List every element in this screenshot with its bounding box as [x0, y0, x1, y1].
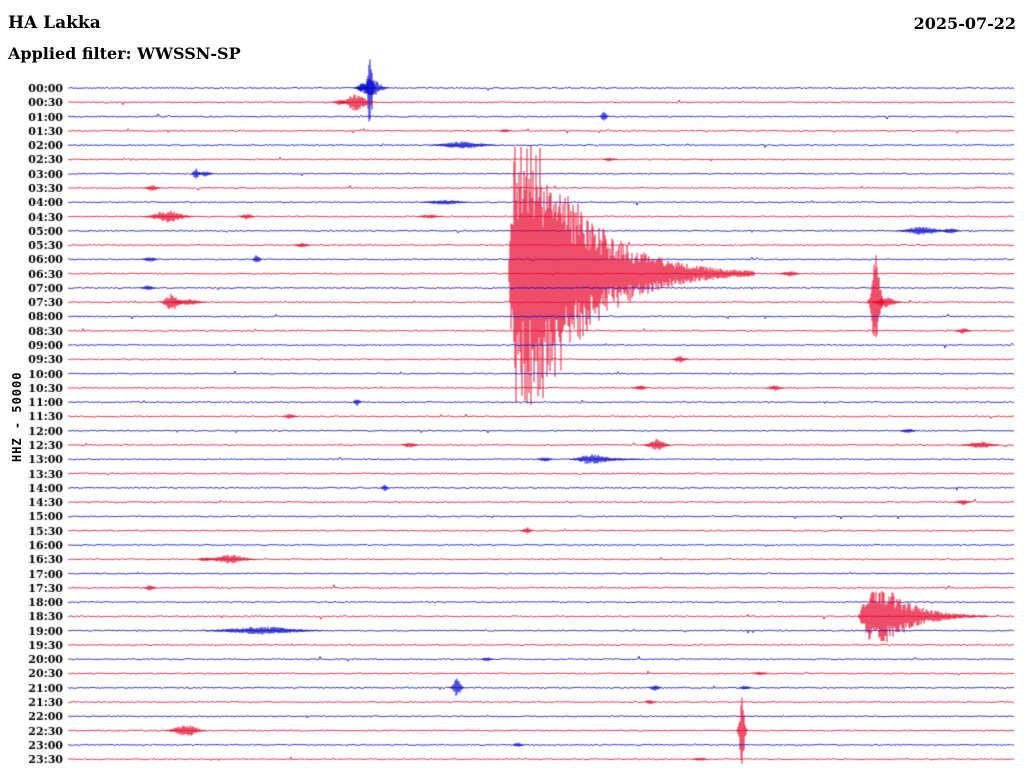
seismogram-canvas: [0, 0, 1024, 780]
